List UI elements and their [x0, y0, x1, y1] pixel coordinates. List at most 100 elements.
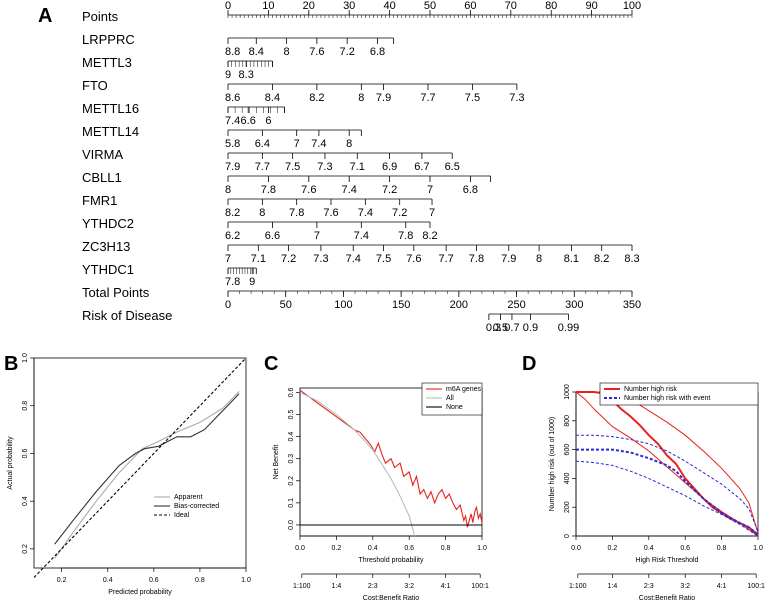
panel-b-x-tick-label: 0.2 — [57, 577, 67, 584]
nomogram-points-tick-label: 10 — [262, 0, 274, 12]
panel-c-x2-axis-title: Cost:Benefit Ratio — [363, 595, 420, 602]
nomogram-fmr1-tick-label: 7.6 — [323, 207, 338, 219]
nomogram-ythdc1-tick-label: 7.8 — [225, 276, 240, 288]
panel-b-y-tick-label: 1.0 — [22, 353, 29, 363]
nomogram-ythdc2-tick-label: 8.2 — [422, 230, 437, 242]
nomogram-fto-label: FTO — [82, 78, 108, 93]
nomogram-mettl16-tick-label: 6.6 — [241, 115, 256, 127]
panel-c-y-tick-label: 0.5 — [288, 410, 295, 420]
panel-b-y-tick-label: 0.8 — [22, 401, 29, 411]
panel-d-series-with-event-lower — [575, 460, 759, 537]
nomogram-fto-tick-label: 8.2 — [309, 92, 324, 104]
nomogram-cbll1-label: CBLL1 — [82, 170, 122, 185]
panel-b-x-tick-label: 1.0 — [241, 577, 251, 584]
nomogram-ythdc2-tick-label: 7.8 — [398, 230, 413, 242]
nomogram-cbll1-tick-label: 6.8 — [463, 184, 478, 196]
panel-c-y-axis-title: Net Benefit — [273, 445, 280, 480]
nomogram-points-tick-label: 60 — [464, 0, 476, 12]
nomogram-zc3h13-tick-label: 7 — [225, 253, 231, 265]
nomogram-ythdc2-tick-label: 6.6 — [265, 230, 280, 242]
nomogram-fmr1-tick-label: 7.4 — [358, 207, 373, 219]
nomogram-zc3h13-tick-label: 8.2 — [594, 253, 609, 265]
nomogram-virma-tick-label: 7.5 — [285, 161, 300, 173]
nomogram-fto-tick-label: 7.5 — [465, 92, 480, 104]
nomogram-ythdc2-tick-label: 6.2 — [225, 230, 240, 242]
panel-d-legend-label: Number high risk — [624, 386, 677, 393]
nomogram-points-tick-label: 90 — [585, 0, 597, 12]
nomogram-fto-tick-label: 8.4 — [265, 92, 280, 104]
panel-d-legend-box — [599, 382, 759, 406]
panel-d-x2-axis-title: Cost:Benefit Ratio — [639, 595, 696, 602]
nomogram-risk-of-disease-tick-label: 0.5 — [493, 322, 508, 334]
nomogram-total-points-label: Total Points — [82, 285, 150, 300]
panel-c-x2-tick-label: 1:4 — [332, 583, 342, 590]
panel-c-legend-box — [421, 382, 483, 416]
nomogram-points-tick-label: 70 — [505, 0, 517, 12]
panel-b-x-tick-label: 0.6 — [149, 577, 159, 584]
panel-b-x-axis-title: Predicted probability — [108, 589, 172, 596]
nomogram-mettl3-label: METTL3 — [82, 55, 132, 70]
nomogram-virma-tick-label: 6.9 — [382, 161, 397, 173]
panel-d-y-axis-title: Number high risk (out of 1000) — [549, 417, 556, 512]
nomogram-total-points-tick-label: 250 — [507, 299, 525, 311]
panel-b-y-tick-label: 0.2 — [22, 544, 29, 554]
panel-d-x-tick-label: 0.8 — [717, 545, 727, 552]
panel-c-legend-label: None — [446, 404, 463, 411]
panel-c-x2-tick-label: 1:100 — [293, 583, 311, 590]
nomogram-total-points-tick-label: 300 — [565, 299, 583, 311]
nomogram-zc3h13-tick-label: 7.1 — [251, 253, 266, 265]
nomogram-risk-of-disease-tick-label: 0.99 — [558, 322, 579, 334]
nomogram-risk-of-disease-tick-label: 0.9 — [523, 322, 538, 334]
nomogram-mettl14-tick-label: 8 — [346, 138, 352, 150]
nomogram-fmr1-label: FMR1 — [82, 193, 117, 208]
panel-c-letter: C — [264, 353, 278, 375]
nomogram-fto-tick-label: 8 — [358, 92, 364, 104]
panel-b-y-axis-title: Actual probability — [7, 436, 14, 490]
panel-c-x-tick-label: 0.6 — [404, 545, 414, 552]
panel-b-letter: B — [4, 353, 18, 375]
nomogram-mettl16-tick-label: 7.4 — [225, 115, 240, 127]
panel-c-x2-tick-label: 100:1 — [471, 583, 489, 590]
nomogram-risk-of-disease-label: Risk of Disease — [82, 308, 172, 323]
panel-d-x-tick-label: 0.2 — [608, 545, 618, 552]
nomogram-virma-tick-label: 7.9 — [225, 161, 240, 173]
nomogram-zc3h13-tick-label: 7.5 — [376, 253, 391, 265]
panel-c-legend-label: m6A genes — [446, 386, 482, 393]
nomogram-points-tick-label: 0 — [225, 0, 231, 12]
nomogram-zc3h13-tick-label: 8 — [536, 253, 542, 265]
nomogram-cbll1-tick-label: 7.6 — [301, 184, 316, 196]
panel-c-y-tick-label: 0.1 — [288, 498, 295, 508]
panel-d-x-tick-label: 0.0 — [571, 545, 581, 552]
panel-c-legend-label: All — [446, 395, 454, 402]
nomogram-points-tick-label: 100 — [623, 0, 641, 12]
nomogram-total-points-tick-label: 50 — [280, 299, 292, 311]
nomogram-virma-tick-label: 6.5 — [445, 161, 460, 173]
nomogram-mettl3-tick-label: 8.3 — [239, 69, 254, 81]
nomogram-points-tick-label: 30 — [343, 0, 355, 12]
panel-c-y-tick-label: 0.4 — [288, 432, 295, 442]
panel-c-x2-tick-label: 3:2 — [404, 583, 414, 590]
nomogram-ythdc1-label: YTHDC1 — [82, 262, 134, 277]
nomogram-cbll1-tick-label: 8 — [225, 184, 231, 196]
nomogram-lrpprc-tick-label: 8 — [284, 46, 290, 58]
nomogram-fmr1-tick-label: 7.2 — [392, 207, 407, 219]
panel-d-x2-tick-label: 4:1 — [717, 583, 727, 590]
panel-d-y-tick-label: 200 — [564, 501, 571, 513]
nomogram-cbll1-tick-label: 7.2 — [382, 184, 397, 196]
panel-c-x-axis-title: Threshold probability — [359, 557, 424, 564]
nomogram-total-points-tick-label: 0 — [225, 299, 231, 311]
panel-d-x2-tick-label: 100:1 — [747, 583, 765, 590]
nomogram-zc3h13-tick-label: 8.1 — [564, 253, 579, 265]
nomogram-mettl3-tick-label: 9 — [225, 69, 231, 81]
nomogram-points-label: Points — [82, 9, 119, 24]
nomogram-fto-tick-label: 7.3 — [509, 92, 524, 104]
panel-c-x2-tick-label: 4:1 — [441, 583, 451, 590]
nomogram-ythdc2-label: YTHDC2 — [82, 216, 134, 231]
panel-b-series-apparent — [54, 391, 240, 559]
nomogram-ythdc2-tick-label: 7.4 — [354, 230, 369, 242]
nomogram-zc3h13-tick-label: 7.9 — [501, 253, 516, 265]
panel-d-y-tick-label: 0 — [564, 534, 571, 538]
panel-d-x2-tick-label: 1:4 — [608, 583, 618, 590]
nomogram-zc3h13-tick-label: 7.3 — [313, 253, 328, 265]
